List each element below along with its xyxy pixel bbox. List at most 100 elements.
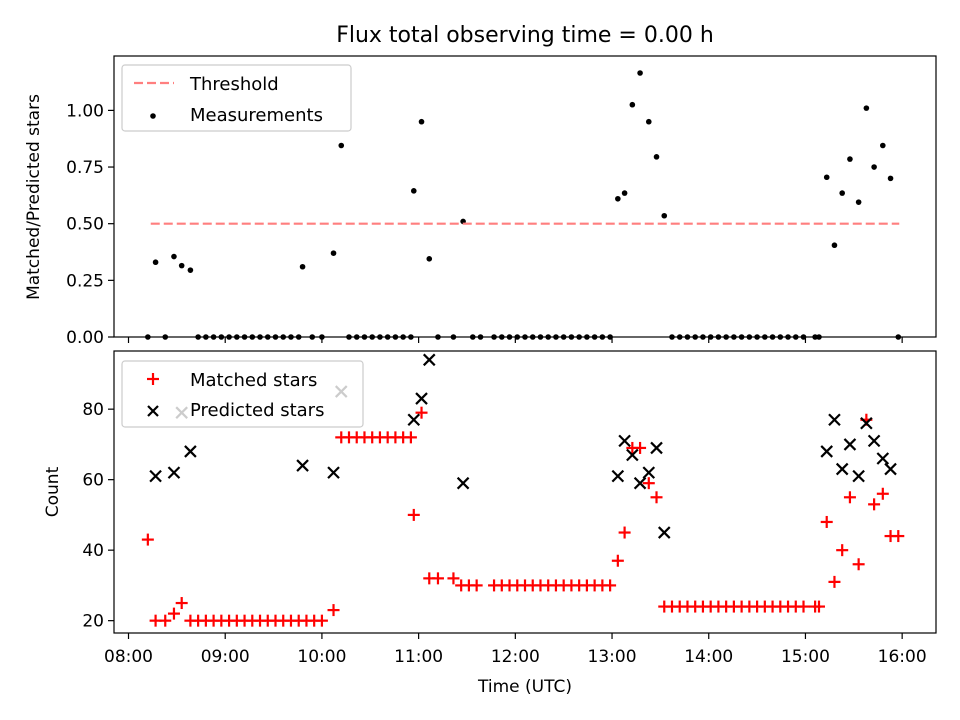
- predicted-marker-b: [642, 466, 656, 479]
- matched-star-point: [820, 515, 833, 528]
- legend-matched-swatch: [147, 373, 159, 385]
- measurement-point: [645, 118, 652, 125]
- top-y-tick-label: 0.00: [66, 328, 104, 348]
- measurement-point: [615, 195, 621, 202]
- measurement-point: [831, 242, 838, 249]
- legend-threshold-label: Threshold: [189, 74, 279, 95]
- chart-title: Flux total observing time = 0.00 h: [336, 23, 714, 48]
- top-y-tick-label: 0.50: [66, 215, 104, 235]
- predicted-star-point: [456, 476, 470, 490]
- measurement-point: [863, 105, 870, 111]
- matched-star-point: [415, 406, 428, 419]
- predicted-marker-b: [633, 476, 647, 490]
- bottom-y-tick-label: 60: [82, 471, 104, 491]
- matched-star-point: [852, 558, 865, 571]
- matched-star-point: [159, 614, 172, 627]
- bottom-axes-frame: [113, 350, 937, 634]
- measurement-point: [847, 156, 853, 162]
- predicted-marker-b: [828, 413, 841, 427]
- predicted-star-point: [415, 392, 428, 405]
- top-panel: 0.00 0.25 0.50 0.75 1.00 Matched/Predicted s…: [24, 55, 937, 348]
- predicted-star-point: [860, 416, 873, 430]
- measurement-point: [410, 188, 417, 194]
- predicted-star-point: [650, 441, 663, 455]
- predicted-star-point: [835, 462, 849, 476]
- predicted-star-point: [843, 438, 857, 451]
- bottom-series: [141, 353, 905, 627]
- predicted-star-point: [876, 452, 890, 465]
- predicted-star-point: [828, 413, 841, 427]
- predicted-star-point: [867, 434, 881, 448]
- top-legend-frame: [121, 64, 352, 132]
- matched-star-point: [892, 530, 905, 543]
- top-y-tick-label: 0.75: [66, 158, 104, 178]
- predicted-star-point: [618, 434, 631, 448]
- measurement-point: [418, 118, 425, 125]
- matched-star-point: [175, 597, 188, 610]
- x-tick-label: 10:00: [297, 647, 346, 667]
- predicted-marker-b: [167, 466, 181, 479]
- matched-star-point: [634, 441, 647, 454]
- measurement-point: [330, 250, 337, 256]
- measurement-point: [187, 267, 194, 273]
- matched-star-point: [611, 554, 624, 567]
- matched-star-point: [470, 579, 483, 592]
- predicted-marker-b: [327, 466, 340, 479]
- top-y-ticks: 0.00 0.25 0.50 0.75 1.00: [66, 101, 114, 348]
- measurement-point: [661, 212, 668, 219]
- matched-star-point: [876, 487, 889, 500]
- top-y-tick-label: 1.00: [66, 101, 104, 121]
- matched-star-point: [407, 508, 420, 521]
- predicted-star-point: [149, 469, 162, 483]
- x-tick-label: 14:00: [684, 647, 733, 667]
- predicted-star-point: [852, 469, 865, 483]
- measurement-point: [871, 164, 877, 170]
- predicted-marker-b: [611, 469, 625, 483]
- measurement-point: [839, 190, 845, 196]
- matched-star-point: [141, 533, 154, 546]
- predicted-star-point: [611, 469, 625, 483]
- measurement-point: [426, 256, 433, 262]
- measurement-point: [880, 142, 886, 149]
- measurement-point: [299, 263, 306, 270]
- predicted-marker-b: [626, 448, 639, 462]
- top-y-axis-label: Matched/Predicted stars: [24, 94, 44, 300]
- matched-star-point: [828, 575, 841, 588]
- x-axis-label: Time (UTC): [477, 677, 572, 697]
- bottom-y-tick-label: 40: [82, 541, 104, 561]
- predicted-marker-b: [456, 476, 470, 490]
- matched-star-point: [404, 431, 417, 444]
- predicted-marker-b: [618, 434, 631, 448]
- legend-predicted-label: Predicted stars: [190, 400, 324, 421]
- bottom-panel: 20 40 60 80 08:00 09:00 10:00 11:00 12:00 13:00 1…: [43, 350, 937, 697]
- predicted-marker-b: [820, 445, 834, 458]
- x-tick-label: 13:00: [588, 647, 637, 667]
- predicted-marker-b: [650, 441, 663, 455]
- predicted-star-point: [167, 466, 181, 479]
- measurement-point: [178, 262, 185, 269]
- matched-star-point: [604, 579, 617, 592]
- matched-star-point: [431, 572, 444, 585]
- bottom-legend-frame: [121, 360, 364, 428]
- predicted-star-point: [407, 413, 421, 427]
- predicted-marker-b: [852, 469, 865, 483]
- x-tick-label: 12:00: [491, 647, 540, 667]
- predicted-marker-b: [860, 416, 873, 430]
- bottom-y-tick-label: 20: [82, 612, 104, 632]
- x-tick-label: 11:00: [394, 647, 443, 667]
- predicted-star-point: [884, 462, 897, 476]
- matched-star-point: [447, 572, 460, 585]
- predicted-marker-b: [296, 459, 309, 472]
- matched-star-point: [650, 491, 663, 504]
- x-tick-label: 08:00: [104, 647, 153, 667]
- measurement-point: [887, 175, 894, 182]
- top-x-ticks: [127, 337, 903, 343]
- predicted-marker-b: [184, 445, 197, 458]
- measurement-point: [171, 253, 177, 260]
- predicted-marker-b: [422, 353, 436, 367]
- matched-star-point: [642, 477, 655, 490]
- x-tick-label: 16:00: [878, 647, 927, 667]
- matched-star-point: [327, 604, 340, 617]
- matched-star-point: [843, 491, 856, 504]
